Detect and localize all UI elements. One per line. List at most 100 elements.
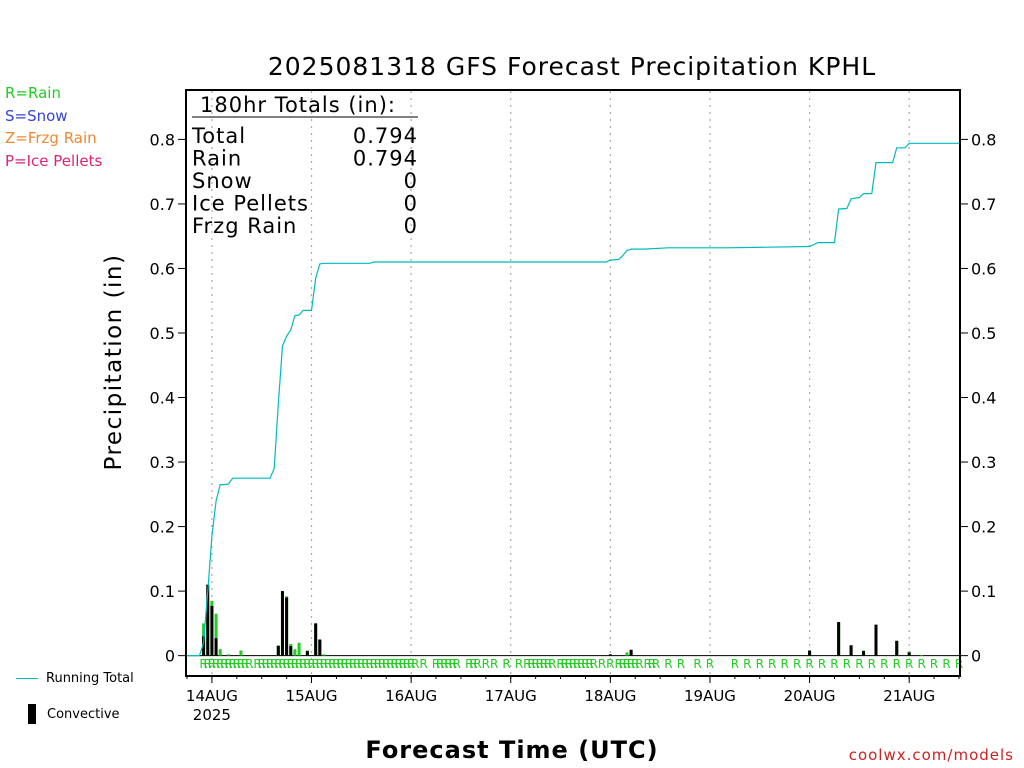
- y-tick-label-right: 0.8: [971, 130, 996, 149]
- precip-bar: [920, 654, 924, 656]
- totals-value: 0: [404, 214, 418, 238]
- rain-marker: R: [635, 657, 643, 671]
- rain-marker: R: [328, 657, 336, 671]
- axes-layer: 0 00.1 0.10.2 0.20.3 0.30.4 0.40.5 0.50.6 0.60.…: [150, 130, 997, 724]
- x-tick-label: 20AUG: [784, 687, 836, 705]
- rain-marker: R: [258, 657, 266, 671]
- convective-bar: [849, 645, 853, 656]
- y-tick-label-right: 0.4: [971, 389, 996, 408]
- rain-marker: R: [237, 657, 245, 671]
- rain-marker: R: [540, 657, 548, 671]
- rain-marker: R: [370, 657, 378, 671]
- convective-bar: [608, 654, 612, 656]
- totals-label: Rain: [192, 147, 242, 171]
- rain-marker: R: [262, 657, 270, 671]
- convective-bar: [289, 645, 293, 656]
- rain-marker: R: [731, 657, 739, 671]
- rain-marker: R: [274, 657, 282, 671]
- y-tick-label-left: 0.2: [150, 518, 175, 537]
- rain-marker: R: [341, 657, 349, 671]
- rain-marker: R: [411, 657, 419, 671]
- convective-bar: [285, 597, 289, 656]
- rain-marker: R: [233, 657, 241, 671]
- running-total-line: [187, 142, 959, 657]
- rain-marker: R: [581, 657, 589, 671]
- rain-marker: R: [403, 657, 411, 671]
- rain-marker: R: [245, 657, 253, 671]
- totals-label: Ice Pellets: [192, 192, 309, 216]
- y-tick-label-left: 0: [165, 647, 175, 666]
- x-tick-label: 18AUG: [584, 687, 636, 705]
- convective-swatch: [28, 704, 36, 724]
- rain-marker: R: [917, 657, 925, 671]
- x-tick-label: 17AUG: [485, 687, 537, 705]
- running-total-swatch: [16, 677, 38, 679]
- rain-marker: R: [930, 657, 938, 671]
- rain-marker: R: [324, 657, 332, 671]
- rain-marker: R: [531, 657, 539, 671]
- y-tick-label-left: 0.1: [150, 582, 175, 601]
- rain-marker: R: [332, 657, 340, 671]
- rain-marker: R: [316, 657, 324, 671]
- rain-marker: R: [419, 657, 427, 671]
- rain-marker: R: [345, 657, 353, 671]
- convective-bar: [874, 624, 878, 656]
- x-axis-title: Forecast Time (UTC): [365, 736, 658, 764]
- rain-marker: R: [893, 657, 901, 671]
- precip-bar: [218, 649, 222, 656]
- rain-marker: R: [465, 657, 473, 671]
- convective-bar: [305, 651, 309, 656]
- precip-bar: [625, 652, 629, 656]
- convective-bar: [318, 639, 322, 656]
- rain-marker: R: [614, 657, 622, 671]
- plot-grid: [187, 91, 959, 675]
- y-tick-label-right: 0.7: [971, 195, 996, 214]
- y-tick-label-left: 0.7: [150, 195, 175, 214]
- rain-marker: R: [565, 657, 573, 671]
- rain-marker: R: [843, 657, 851, 671]
- y-tick-label-right: 0.3: [971, 453, 996, 472]
- rain-marker: R: [573, 657, 581, 671]
- rain-marker: R: [793, 657, 801, 671]
- rain-marker: R: [365, 657, 373, 671]
- rain-marker: R: [216, 657, 224, 671]
- rain-marker: R: [756, 657, 764, 671]
- y-tick-label-left: 0.4: [150, 389, 175, 408]
- convective-bar: [907, 652, 911, 656]
- rain-marker: R: [199, 657, 207, 671]
- rain-marker: R: [781, 657, 789, 671]
- y-tick-label-right: 0.6: [971, 259, 996, 278]
- rain-marker: R: [311, 657, 319, 671]
- rain-marker: R: [631, 657, 639, 671]
- rain-marker: R: [390, 657, 398, 671]
- rain-marker: R: [228, 657, 236, 671]
- rain-marker: R: [287, 657, 295, 671]
- legend-rain: R=Rain: [5, 84, 61, 102]
- y-tick-label-left: 0.5: [150, 324, 175, 343]
- credit-link[interactable]: coolwx.com/models: [848, 746, 1014, 764]
- rain-marker: R: [544, 657, 552, 671]
- rain-marker: R: [577, 657, 585, 671]
- convective-bar: [206, 584, 210, 656]
- rain-marker: R: [386, 657, 394, 671]
- rain-marker: R: [868, 657, 876, 671]
- rain-marker: R: [482, 657, 490, 671]
- convective-bar: [808, 650, 812, 656]
- rain-marker: R: [336, 657, 344, 671]
- rain-marker: R: [664, 657, 672, 671]
- precip-bar: [293, 649, 297, 656]
- rain-marker: R: [224, 657, 232, 671]
- legend-ice-pellets: P=Ice Pellets: [5, 151, 103, 170]
- rain-marker: R: [942, 657, 950, 671]
- rain-marker: R: [353, 657, 361, 671]
- rain-marker: R: [320, 657, 328, 671]
- rain-marker: R: [241, 657, 249, 671]
- y-axis-title: Precipitation (in): [101, 254, 127, 471]
- rain-marker: R: [299, 657, 307, 671]
- convective-bar: [210, 605, 214, 656]
- bar-layer: [202, 584, 924, 656]
- x-tick-label: 14AUG: [186, 687, 238, 705]
- legend-frzg-rain: Z=Frzg Rain: [5, 129, 97, 147]
- precip-bar: [297, 642, 301, 656]
- totals-value: 0: [404, 169, 418, 193]
